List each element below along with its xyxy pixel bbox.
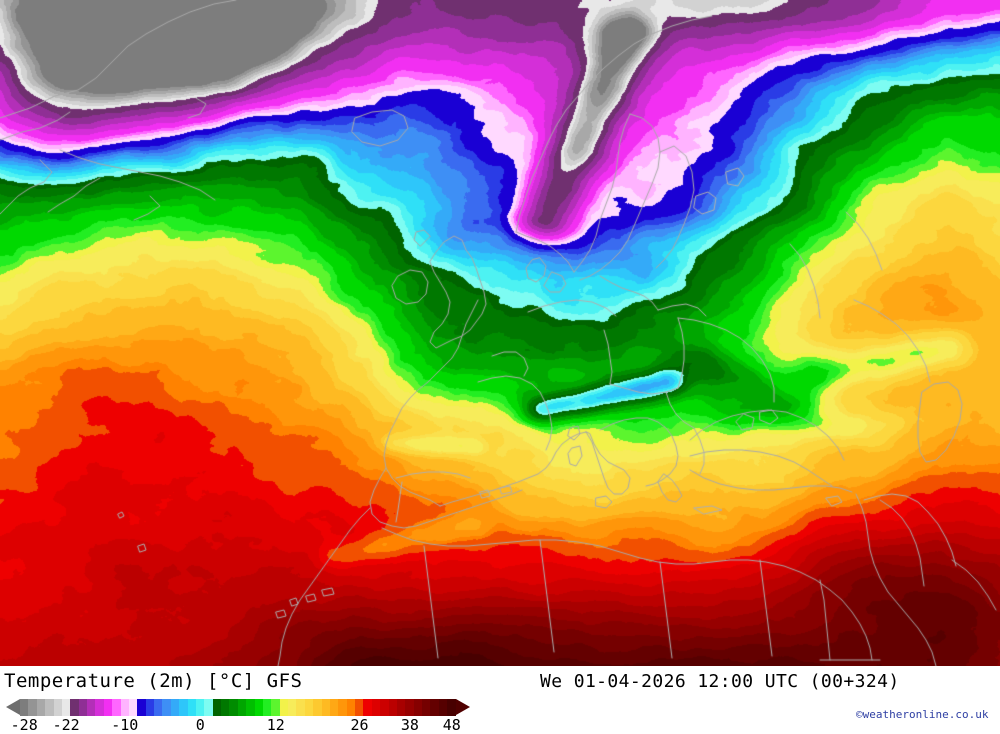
colorbar-segment [346, 699, 355, 716]
colorbar-segment [246, 699, 255, 716]
colorbar-segment [170, 699, 180, 716]
colorbar-segment [279, 699, 288, 716]
colorbar-tick: 48 [442, 716, 461, 734]
colorbar-segment [396, 699, 406, 716]
temperature-map[interactable] [0, 0, 1000, 666]
colorbar-segment [363, 699, 372, 716]
colorbar-segment [447, 699, 456, 716]
colorbar-segment [145, 699, 154, 716]
colorbar-segment [380, 699, 389, 716]
colorbar-segment [296, 699, 305, 716]
colorbar-segment [70, 699, 79, 716]
colorbar-tick: 0 [195, 716, 205, 734]
colorbar-segment [179, 699, 188, 716]
colorbar-segment [388, 699, 397, 716]
colorbar-segment [103, 699, 113, 716]
colorbar-segment [413, 699, 422, 716]
colorbar-segment [338, 699, 347, 716]
colorbar-segment [262, 699, 272, 716]
copyright-label: ©weatheronline.co.uk [856, 708, 989, 721]
colorbar-segment [95, 699, 104, 716]
colorbar-segment [288, 699, 297, 716]
colorbar-segment [120, 699, 129, 716]
colorbar-segment [438, 699, 448, 716]
colorbar-tick: -10 [111, 716, 139, 734]
colorbar-segment [195, 699, 205, 716]
map-footer: Temperature (2m) [°C] GFS We 01-04-2026 … [0, 666, 1000, 734]
colorbar-segment [254, 699, 263, 716]
colorbar-segment [128, 699, 138, 716]
colorbar-segment [78, 699, 87, 716]
colorbar-segment [53, 699, 62, 716]
colorbar-segment [271, 699, 280, 716]
colorbar-segment [430, 699, 439, 716]
colorbar-segment [212, 699, 221, 716]
colorbar-segment [112, 699, 121, 716]
colorbar-segment [20, 699, 29, 716]
colorbar-segment [162, 699, 171, 716]
colorbar-segment [221, 699, 230, 716]
colorbar-tick: 26 [350, 716, 369, 734]
colorbar-extend-min-arrow-icon [6, 699, 20, 715]
colorbar-segment [36, 699, 46, 716]
colorbar-segment [229, 699, 238, 716]
colorbar-tick: -28 [10, 716, 38, 734]
colorbar-segment [237, 699, 247, 716]
colorbar-segment [204, 699, 213, 716]
colorbar-segment [405, 699, 414, 716]
temperature-field-canvas[interactable] [0, 0, 1000, 666]
colorbar-segment [28, 699, 37, 716]
colorbar-segment [87, 699, 96, 716]
colorbar-segment [422, 699, 431, 716]
colorbar-segment [321, 699, 330, 716]
colorbar-segment [329, 699, 339, 716]
colorbar-tick: 12 [266, 716, 285, 734]
colorbar-segment [154, 699, 163, 716]
colorbar-segment [355, 699, 364, 716]
colorbar-segment [313, 699, 322, 716]
colorbar-segment [304, 699, 314, 716]
valid-time-label: We 01-04-2026 12:00 UTC (00+324) [540, 671, 900, 692]
product-title: Temperature (2m) [°C] GFS [4, 670, 303, 692]
colorbar-tick-labels: -28 -22 -10 0 12 26 38 48 [0, 716, 470, 734]
colorbar-segment [187, 699, 196, 716]
colorbar-segments[interactable] [20, 699, 456, 716]
colorbar-tick: 38 [400, 716, 419, 734]
colorbar-segment [371, 699, 381, 716]
colorbar-segment [45, 699, 54, 716]
colorbar-tick: -22 [52, 716, 80, 734]
colorbar-segment [61, 699, 71, 716]
colorbar-segment [137, 699, 146, 716]
colorbar-extend-max-arrow-icon [456, 699, 470, 715]
temperature-colorbar[interactable]: -28 -22 -10 0 12 26 38 48 [0, 699, 470, 734]
